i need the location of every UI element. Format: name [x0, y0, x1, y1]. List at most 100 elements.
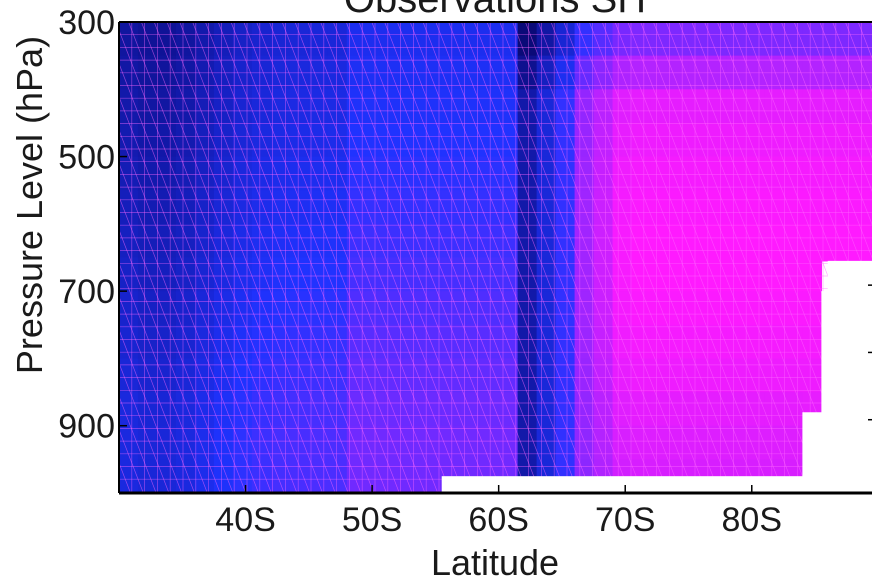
- mesh-line: [358, 22, 541, 493]
- heatmap-cell: [555, 156, 576, 191]
- heatmap-cell: [726, 425, 747, 460]
- heatmap-cell: [289, 358, 310, 393]
- heatmap-cell: [327, 324, 348, 360]
- heatmap-cell: [669, 358, 690, 393]
- heatmap-cell: [631, 190, 652, 225]
- heatmap-cell: [308, 89, 329, 124]
- heatmap-cell: [536, 223, 557, 259]
- heatmap-cell: [270, 358, 291, 393]
- heatmap-cell: [346, 122, 367, 158]
- right-ticks: [868, 284, 872, 421]
- heatmap-cell: [688, 190, 709, 225]
- mesh-line: [119, 29, 298, 493]
- heatmap-cell: [175, 459, 196, 477]
- heatmap-cell: [232, 358, 253, 393]
- heatmap-cell: [631, 223, 652, 259]
- heatmap-cell: [536, 190, 557, 225]
- axes: [118, 21, 872, 495]
- heatmap-cell: [859, 257, 872, 262]
- heatmap-cell: [251, 156, 272, 191]
- heatmap-cell: [422, 156, 443, 191]
- mesh-line: [230, 22, 413, 493]
- mesh-line: [256, 22, 439, 493]
- heatmap-cell: [422, 223, 443, 259]
- missing-data-mask: [821, 291, 872, 493]
- mesh-line: [192, 22, 375, 493]
- heatmap-cell: [422, 476, 443, 493]
- heatmap-cell: [574, 190, 595, 225]
- heatmap-cell: [289, 392, 310, 427]
- heatmap-cell: [498, 89, 519, 124]
- heatmap-cell: [783, 392, 803, 427]
- heatmap-cell: [119, 476, 139, 493]
- heatmap-cell: [365, 358, 386, 393]
- heatmap-cell: [289, 291, 310, 326]
- heatmap-cell: [175, 476, 196, 493]
- heatmap-cell: [688, 89, 709, 124]
- heatmap-cell: [802, 257, 822, 292]
- heatmap-cell: [840, 156, 860, 191]
- heatmap-cell: [688, 459, 709, 477]
- mesh-line: [601, 22, 784, 493]
- heatmap-cell: [612, 358, 633, 393]
- heatmap-cell: [327, 89, 348, 124]
- mesh-line: [294, 22, 477, 493]
- heatmap-cell: [137, 257, 158, 292]
- heatmap-cell: [726, 22, 747, 57]
- heatmap-cell: [308, 257, 329, 292]
- heatmap-cell: [232, 257, 253, 292]
- heatmap-cell: [175, 425, 196, 460]
- heatmap-cell: [194, 89, 215, 124]
- heatmap-cell: [669, 257, 690, 292]
- heatmap-cell: [517, 190, 538, 225]
- heatmap-cell: [726, 122, 747, 158]
- heatmap-cell: [308, 223, 329, 259]
- heatmap-cell: [365, 122, 386, 158]
- y-tick-label: 300: [58, 4, 115, 42]
- mesh-line: [153, 22, 336, 493]
- heatmap-cell: [137, 156, 158, 191]
- heatmap-cell: [422, 89, 443, 124]
- heatmap-cell: [631, 324, 652, 360]
- heatmap-cell: [422, 190, 443, 225]
- heatmap-cell: [137, 223, 158, 259]
- mesh-line: [755, 22, 872, 326]
- mesh-line: [307, 22, 490, 493]
- mesh-line: [320, 22, 503, 493]
- heatmap-cell: [707, 257, 728, 292]
- mesh-line: [832, 22, 872, 126]
- heatmap-cell: [821, 257, 841, 262]
- heatmap-cell: [593, 190, 614, 225]
- mesh-line: [119, 195, 234, 493]
- heatmap-cell: [726, 392, 747, 427]
- heatmap-cell: [650, 223, 671, 259]
- mesh-line: [119, 362, 170, 493]
- mesh-line: [729, 22, 872, 392]
- heatmap-cell: [783, 324, 803, 360]
- mesh-line: [461, 22, 643, 493]
- heatmap-cell: [213, 190, 234, 225]
- heatmap-cell: [745, 459, 766, 477]
- heatmap-cell: [745, 156, 766, 191]
- heatmap-cell: [517, 223, 538, 259]
- heatmap-cell: [175, 291, 196, 326]
- mesh-line: [119, 162, 247, 493]
- heatmap-cell: [346, 156, 367, 191]
- y-axis-label: Pressure Level (hPa): [9, 36, 50, 374]
- heatmap-cell: [745, 89, 766, 124]
- mesh-line: [409, 22, 592, 493]
- heatmap-cell: [270, 291, 291, 326]
- heatmap-cell: [365, 223, 386, 259]
- heatmap-cell: [821, 223, 841, 259]
- x-tick-label: 70S: [595, 501, 656, 539]
- heatmap-cell: [802, 324, 822, 360]
- heatmap-cell: [270, 324, 291, 360]
- mesh-line: [128, 22, 311, 493]
- heatmap-cell: [555, 392, 576, 427]
- heatmap-cell: [840, 22, 860, 57]
- mesh-line: [269, 22, 451, 493]
- heatmap-cell: [612, 459, 633, 477]
- heatmap-cell: [119, 324, 139, 360]
- heatmap-cell: [479, 459, 500, 477]
- y-ticks: 300 500 700 900: [58, 4, 127, 446]
